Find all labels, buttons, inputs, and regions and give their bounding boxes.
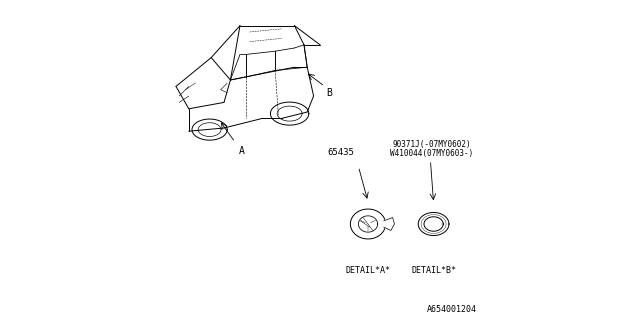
Text: 90371J(-07MY0602): 90371J(-07MY0602) xyxy=(393,140,471,149)
Text: A654001204: A654001204 xyxy=(427,305,477,314)
Text: 65435: 65435 xyxy=(328,148,354,157)
Text: B: B xyxy=(326,88,332,98)
Text: A: A xyxy=(239,146,244,156)
Polygon shape xyxy=(384,218,394,230)
Text: DETAIL*B*: DETAIL*B* xyxy=(411,266,456,275)
Text: W410044(07MY0603-): W410044(07MY0603-) xyxy=(390,149,474,158)
Text: DETAIL*A*: DETAIL*A* xyxy=(346,266,390,275)
